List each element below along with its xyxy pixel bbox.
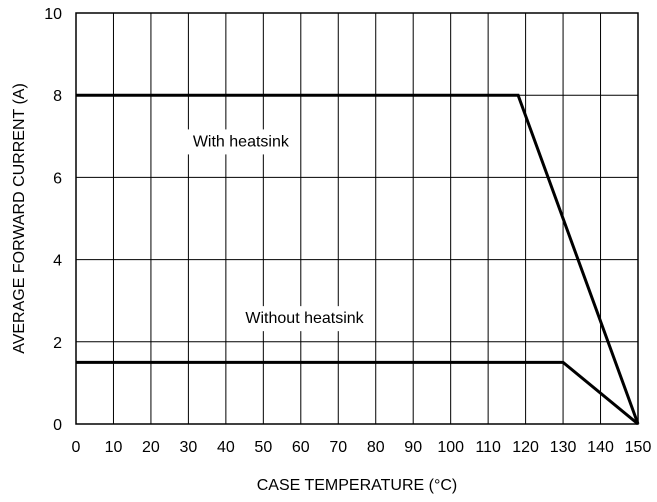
- x-tick-label-100: 100: [437, 439, 464, 456]
- y-axis-title: AVERAGE FORWARD CURRENT (A): [11, 83, 28, 354]
- x-tick-label-40: 40: [217, 439, 235, 456]
- x-tick-label-120: 120: [512, 439, 539, 456]
- x-tick-label-110: 110: [475, 439, 501, 456]
- annotation-label-1: Without heatsink: [245, 310, 364, 327]
- y-tick-label-10: 10: [44, 6, 62, 23]
- annotation-label-0: With heatsink: [193, 133, 290, 150]
- x-tick-label-30: 30: [180, 439, 198, 456]
- x-tick-label-150: 150: [625, 439, 652, 456]
- y-tick-label-4: 4: [53, 253, 62, 270]
- x-tick-label-140: 140: [587, 439, 614, 456]
- y-tick-label-8: 8: [53, 88, 62, 105]
- x-tick-label-50: 50: [254, 439, 272, 456]
- series-line-0: [76, 93, 640, 425]
- annotation-background-1: [237, 306, 373, 332]
- y-tick-label-2: 2: [53, 335, 62, 352]
- x-tick-label-20: 20: [142, 439, 160, 456]
- series-line-1: [76, 360, 639, 426]
- annotation-0: With heatsink: [184, 129, 298, 155]
- annotations: With heatsink Without heatsink: [184, 129, 373, 332]
- x-tick-label-0: 0: [72, 439, 81, 456]
- annotation-1: Without heatsink: [237, 306, 373, 332]
- x-tick-labels: 0 10 20 30 40 50 60 70 80 90 100 110 120 130 140 150: [72, 439, 652, 456]
- y-tick-labels: 0 2 4 6 8 10: [44, 6, 62, 434]
- x-tick-label-80: 80: [367, 439, 385, 456]
- series-group: [76, 93, 640, 426]
- annotation-background-0: [184, 129, 298, 155]
- plot-frame: [75, 12, 639, 425]
- y-tick-label-0: 0: [53, 417, 62, 434]
- x-tick-label-90: 90: [404, 439, 422, 456]
- x-tick-label-70: 70: [329, 439, 347, 456]
- x-tick-label-130: 130: [550, 439, 577, 456]
- x-tick-label-10: 10: [105, 439, 123, 456]
- x-axis-title: CASE TEMPERATURE (°C): [257, 477, 458, 494]
- y-tick-label-6: 6: [53, 170, 62, 187]
- x-tick-label-60: 60: [292, 439, 310, 456]
